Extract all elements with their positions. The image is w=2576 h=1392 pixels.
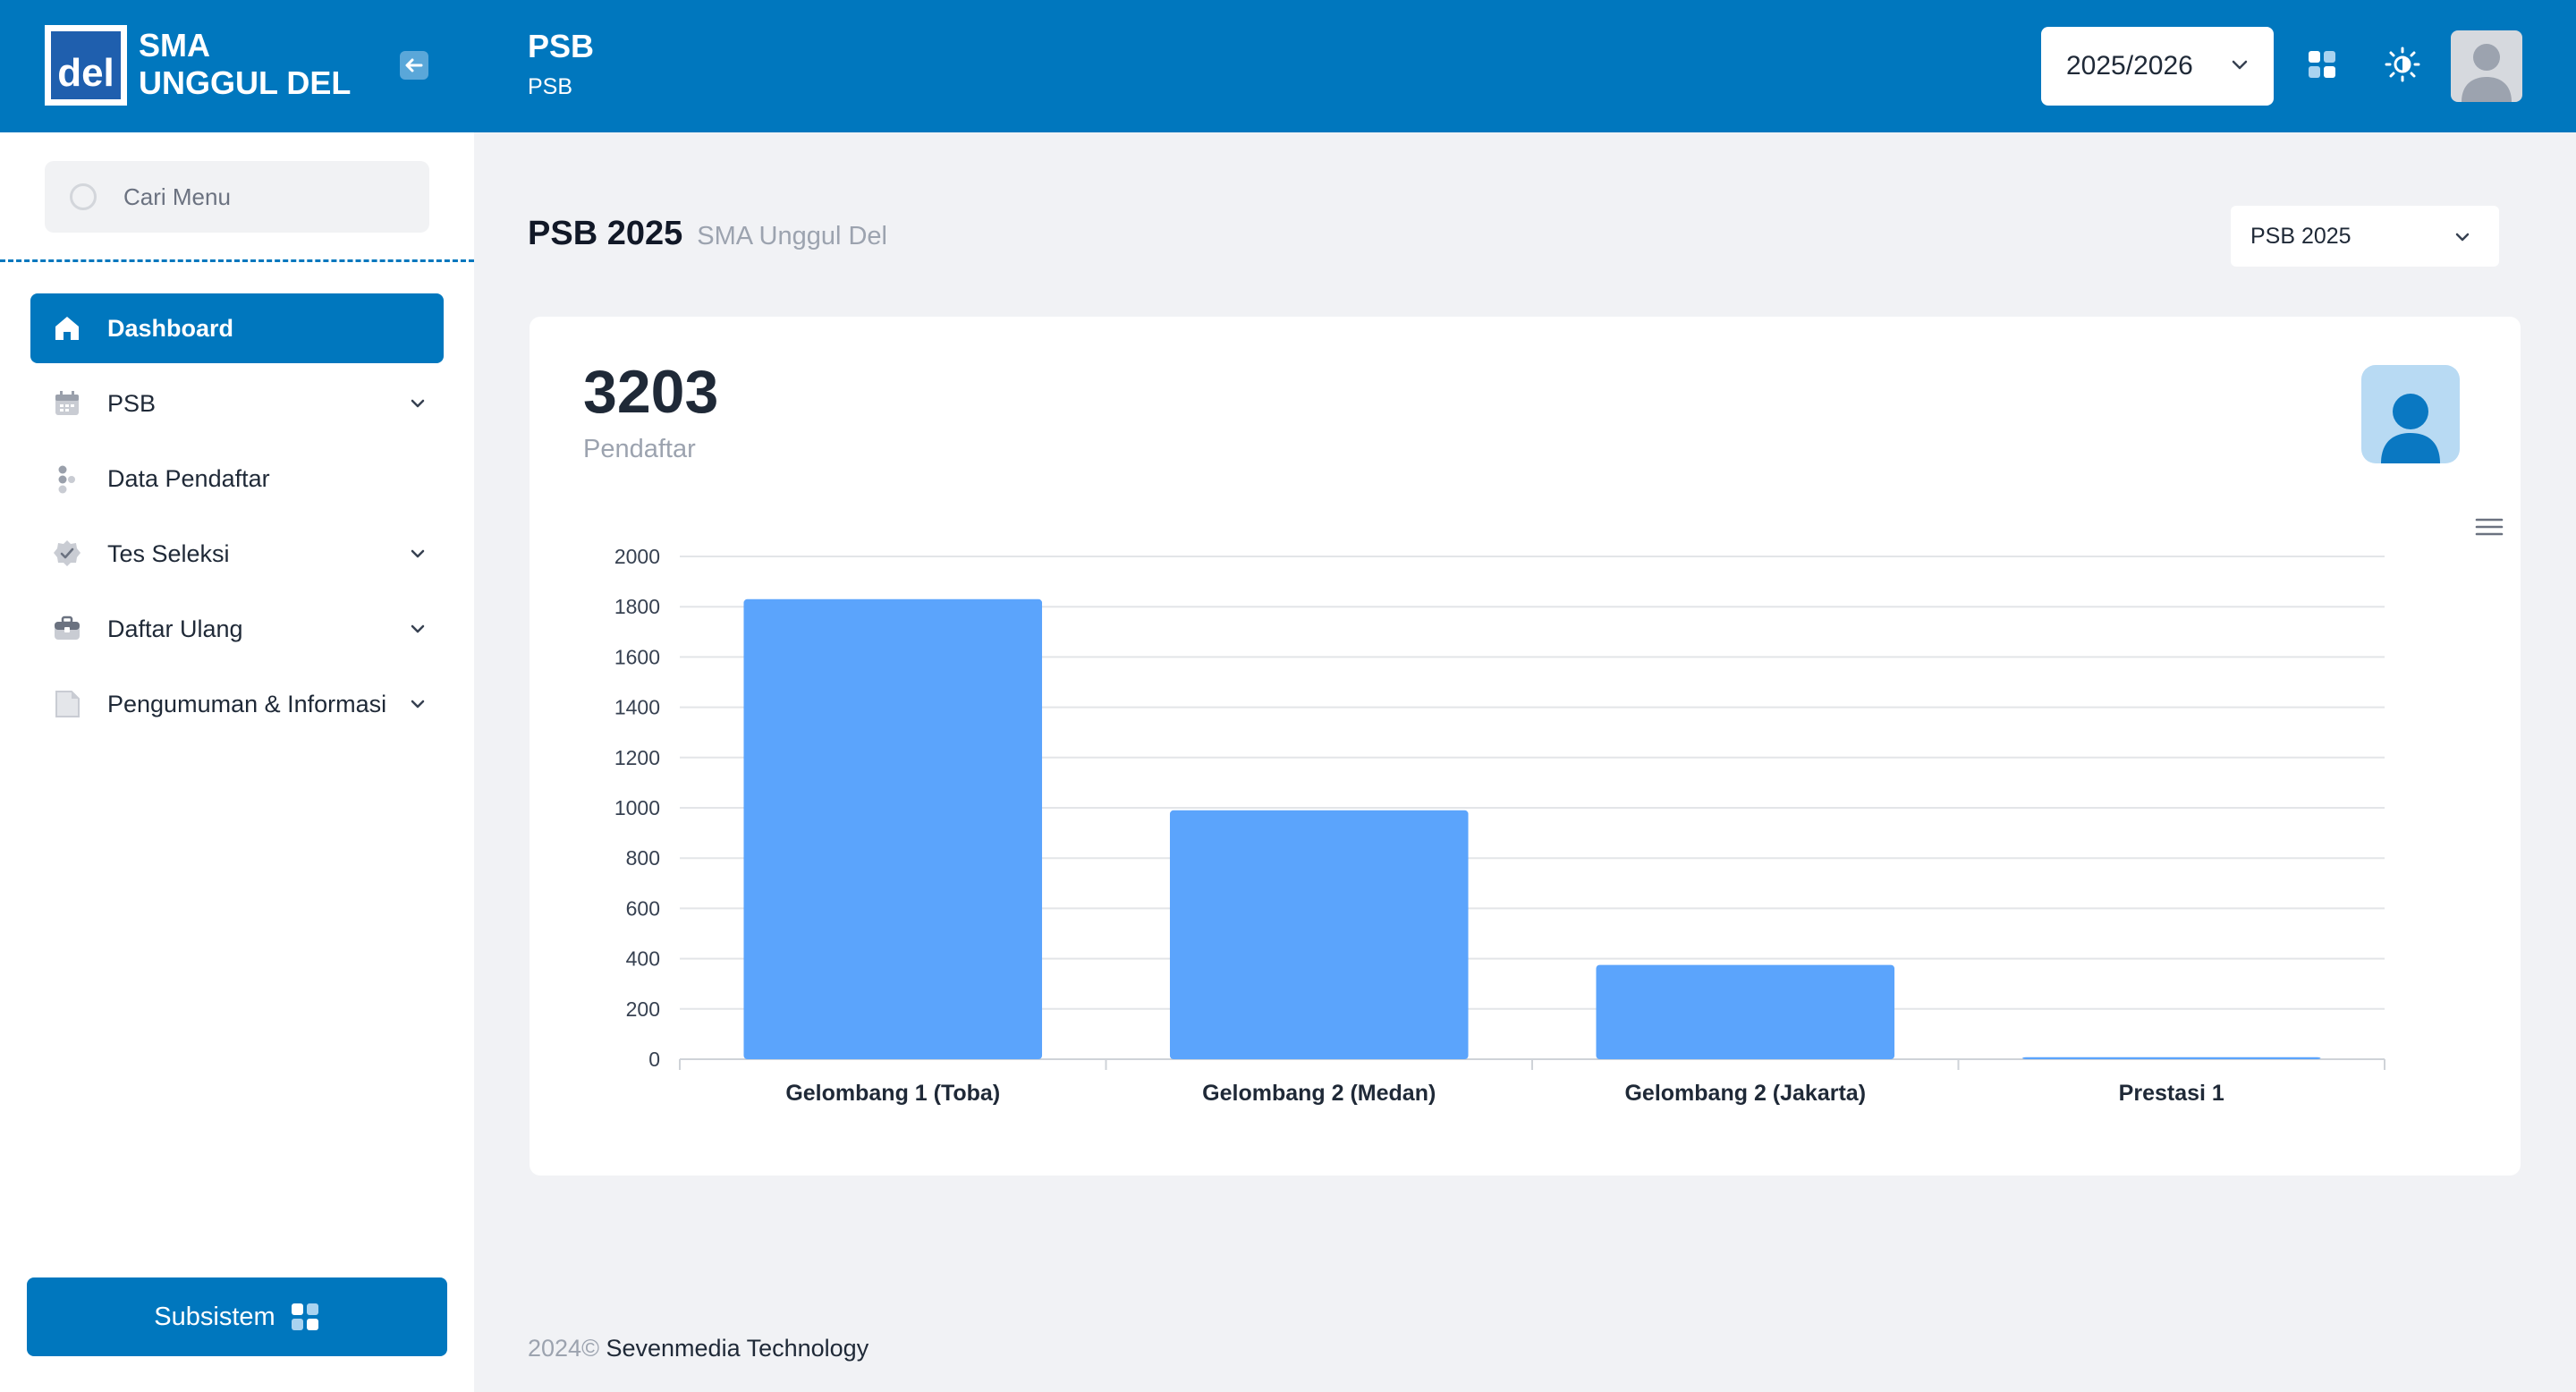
content-heading: PSB 2025 SMA Unggul Del [528, 215, 887, 253]
y-tick-label: 400 [626, 947, 660, 971]
registrant-label: Pendaftar [583, 435, 696, 463]
user-avatar-icon [2462, 44, 2512, 102]
sidebar-divider [0, 259, 474, 262]
sidebar-item-tes-seleksi[interactable]: Tes Seleksi [30, 519, 444, 589]
theme-toggle-button[interactable] [2383, 45, 2422, 84]
sidebar-item-label: Daftar Ulang [107, 615, 243, 642]
apps-grid-button[interactable] [2302, 45, 2342, 84]
grid-icon [2309, 51, 2335, 78]
academic-year-value: 2025/2026 [2066, 51, 2193, 81]
arrow-left-icon [400, 51, 428, 80]
sidebar-item-pengumuman[interactable]: Pengumuman & Informasi [30, 669, 444, 739]
brand-line-1: SMA [139, 27, 210, 64]
top-bar: del SMA UNGGUL DEL PSB PSB 2025/2026 [0, 0, 2576, 132]
chart-bar [2021, 1057, 2321, 1059]
sidebar-item-label: Pengumuman & Informasi [107, 690, 387, 717]
footer-year: 2024© [528, 1335, 599, 1362]
y-tick-label: 1800 [614, 595, 660, 618]
menu-search-input[interactable]: Cari Menu [45, 161, 429, 233]
y-tick-label: 600 [626, 896, 660, 920]
home-icon [50, 311, 84, 345]
chevron-down-icon [2455, 233, 2470, 242]
subsistem-button[interactable]: Subsistem [27, 1277, 447, 1356]
registrant-stat: 3203 Pendaftar [583, 356, 718, 464]
chart-bar [1596, 964, 1895, 1059]
chevron-down-icon [2232, 60, 2248, 70]
chart-bar [743, 598, 1043, 1059]
chevron-down-icon [411, 700, 425, 709]
search-icon [70, 183, 97, 210]
sun-icon [2385, 47, 2420, 82]
y-tick-label: 0 [648, 1048, 660, 1071]
psb-period-select[interactable]: PSB 2025 [2231, 206, 2499, 267]
footer-company: Sevenmedia Technology [606, 1335, 869, 1362]
sidebar-item-daftar-ulang[interactable]: Daftar Ulang [30, 594, 444, 664]
y-tick-label: 200 [626, 997, 660, 1021]
sidebar-item-dashboard[interactable]: Dashboard [30, 293, 444, 363]
brand-line-2: UNGGUL DEL [139, 64, 352, 101]
y-tick-label: 2000 [614, 545, 660, 568]
sidebar-item-label: Tes Seleksi [107, 539, 230, 567]
page-subtitle: PSB [528, 74, 573, 99]
y-tick-label: 1400 [614, 696, 660, 719]
sidebar-collapse-button[interactable] [397, 48, 431, 82]
users-dots-icon [50, 462, 84, 496]
document-icon [50, 687, 84, 721]
psb-period-value: PSB 2025 [2250, 223, 2351, 249]
sidebar-item-label: Data Pendaftar [107, 464, 270, 492]
registrant-chart-card: 3203 Pendaftar 0 200 400 600 800 1000 1200 1400… [530, 317, 2521, 1176]
sidebar-item-data-pendaftar[interactable]: Data Pendaftar [30, 444, 444, 514]
sidebar-item-psb[interactable]: PSB [30, 369, 444, 438]
school-logo[interactable]: del [45, 25, 127, 106]
x-tick-label: Gelombang 2 (Jakarta) [1624, 1081, 1866, 1106]
chart-bar [1169, 810, 1469, 1059]
content-title: PSB 2025 [528, 215, 683, 252]
x-tick-label: Gelombang 1 (Toba) [785, 1081, 1000, 1106]
brand-name: SMA UNGGUL DEL [139, 27, 351, 102]
y-tick-label: 800 [626, 846, 660, 870]
footer: 2024© Sevenmedia Technology [528, 1335, 869, 1362]
y-tick-label: 1200 [614, 746, 660, 769]
chart-menu-button[interactable] [2474, 514, 2504, 540]
calendar-icon [50, 386, 84, 420]
chevron-down-icon [411, 399, 425, 408]
x-tick-label: Gelombang 2 (Medan) [1202, 1081, 1436, 1106]
subsistem-label: Subsistem [154, 1302, 275, 1331]
hamburger-menu-icon [2475, 518, 2504, 536]
sidebar: Cari Menu Dashboard PSB Data Pendaftar [0, 132, 474, 1392]
chevron-down-icon [411, 549, 425, 558]
chevron-down-icon [411, 624, 425, 633]
menu-search-placeholder: Cari Menu [123, 182, 231, 210]
user-badge-icon [2361, 365, 2460, 463]
briefcase-icon [50, 612, 84, 646]
logo-mark: del [51, 31, 121, 99]
content-subtitle: SMA Unggul Del [697, 222, 888, 250]
x-tick-label: Prestasi 1 [2119, 1081, 2224, 1106]
user-avatar[interactable] [2451, 30, 2522, 102]
academic-year-select[interactable]: 2025/2026 [2041, 27, 2274, 106]
page-header: PSB PSB [528, 27, 594, 102]
sidebar-item-label: PSB [107, 389, 157, 417]
y-tick-label: 1000 [614, 796, 660, 819]
sidebar-item-label: Dashboard [107, 314, 234, 342]
y-tick-label: 1600 [614, 645, 660, 668]
grid-icon [291, 1303, 318, 1330]
badge-check-icon [50, 537, 84, 571]
page-title: PSB [528, 28, 595, 64]
registrant-count: 3203 [583, 358, 719, 426]
sidebar-nav: Dashboard PSB Data Pendaftar Tes Seleksi [30, 293, 444, 744]
registrants-bar-chart: 0 200 400 600 800 1000 1200 1400 1600 1800 2000 Gel… [614, 545, 2385, 1106]
